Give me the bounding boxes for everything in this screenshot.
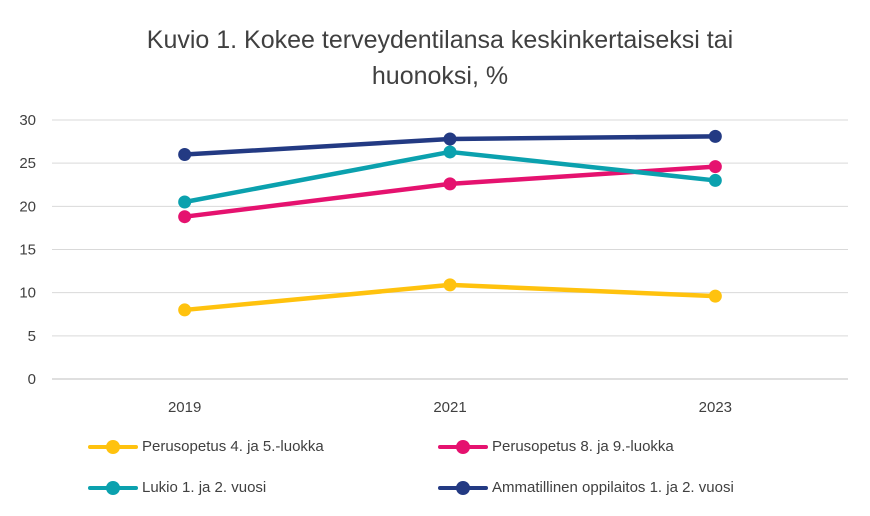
data-point [708, 173, 722, 187]
legend-item-4: Ammatillinen oppilaitos 1. ja 2. vuosi [438, 479, 734, 496]
legend-item-1: Perusopetus 4. ja 5.-luokka [88, 438, 324, 455]
x-axis-ticks: 2019 2021 2023 [168, 399, 732, 416]
y-tick-label: 30 [19, 112, 36, 129]
data-point [443, 278, 457, 292]
legend-item-2: Perusopetus 8. ja 9.-luokka [438, 438, 674, 455]
data-point [178, 148, 192, 162]
series-line-3 [182, 149, 718, 205]
y-tick-label: 10 [19, 285, 36, 302]
legend-marker [88, 439, 138, 454]
y-tick-label: 5 [28, 328, 36, 345]
line-chart: 0 5 10 15 20 25 30 2019 2021 2023 [19, 112, 848, 416]
legend-label: Perusopetus 8. ja 9.-luokka [492, 438, 674, 455]
data-point [708, 289, 722, 303]
x-tick-label: 2021 [433, 399, 466, 416]
y-tick-label: 15 [19, 242, 36, 259]
data-point [178, 195, 192, 209]
chart-title-line-1: Kuvio 1. Kokee terveydentilansa keskinke… [146, 26, 734, 54]
chart-title: Kuvio 1. Kokee terveydentilansa keskinke… [90, 22, 790, 94]
y-axis-ticks: 0 5 10 15 20 25 30 [19, 112, 36, 388]
legend-label: Ammatillinen oppilaitos 1. ja 2. vuosi [492, 479, 734, 496]
data-point [708, 129, 722, 143]
y-tick-label: 20 [19, 198, 36, 215]
chart-title-line-2: huonoksi, % [371, 62, 509, 90]
data-point [178, 210, 192, 224]
legend-label: Lukio 1. ja 2. vuosi [142, 479, 267, 496]
data-point [443, 145, 457, 159]
data-point [443, 132, 457, 146]
x-tick-label: 2023 [699, 399, 732, 416]
legend-marker [438, 480, 488, 495]
y-tick-label: 25 [19, 155, 36, 172]
gridlines [52, 119, 848, 380]
data-point [443, 177, 457, 191]
legend-marker [88, 480, 138, 495]
legend: Perusopetus 4. ja 5.-luokka Perusopetus … [0, 428, 870, 508]
data-point [708, 160, 722, 174]
series-points [178, 129, 722, 317]
y-tick-label: 0 [28, 371, 36, 388]
x-tick-label: 2019 [168, 399, 201, 416]
legend-label: Perusopetus 4. ja 5.-luokka [142, 438, 324, 455]
legend-item-3: Lukio 1. ja 2. vuosi [88, 479, 266, 496]
legend-marker [438, 439, 488, 454]
data-point [178, 303, 192, 317]
